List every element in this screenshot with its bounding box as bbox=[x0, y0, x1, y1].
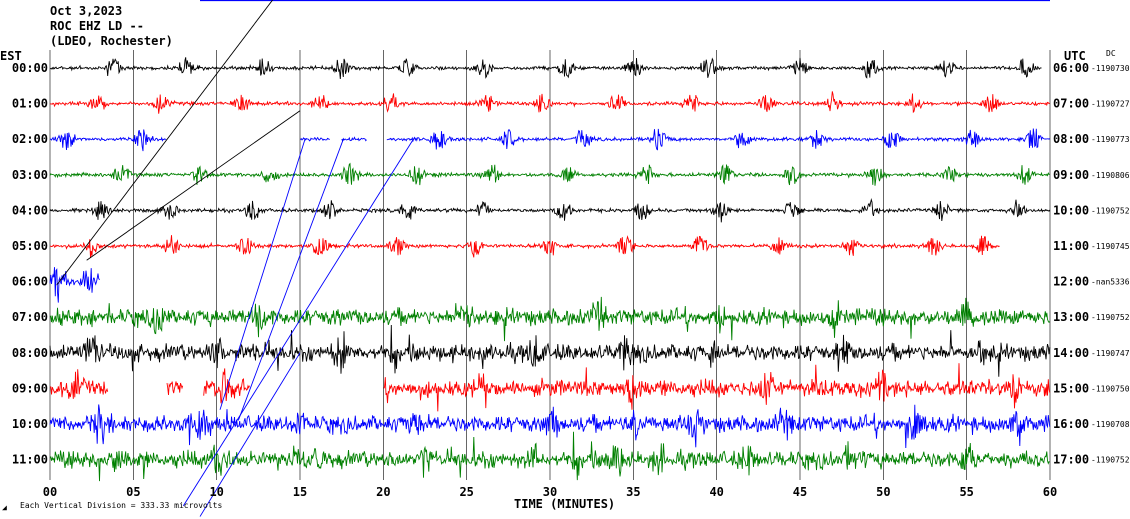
row-est-label: 01:00 bbox=[12, 97, 48, 111]
x-tick-label: 10 bbox=[209, 485, 223, 499]
row-est-label: 08:00 bbox=[12, 346, 48, 360]
x-tick-label: 20 bbox=[376, 485, 390, 499]
row-dc-offset: -1190730 bbox=[1091, 64, 1130, 73]
footer-mark: ◢ bbox=[2, 503, 7, 512]
row-utc-label: 12:00 bbox=[1053, 275, 1089, 289]
x-axis-ticks: 00 05 10 15 20 25 30 35 40 45 50 55 60 bbox=[43, 485, 1057, 499]
row-dc-offset: -1190773 bbox=[1091, 135, 1130, 144]
row-est-label: 07:00 bbox=[12, 310, 48, 324]
trace-row-0000 bbox=[49, 57, 1042, 80]
row-est-label: 04:00 bbox=[12, 203, 48, 217]
x-tick-label: 50 bbox=[876, 485, 890, 499]
trace-row-0200 bbox=[49, 128, 1051, 152]
row-est-label: 06:00 bbox=[12, 275, 48, 289]
x-tick-label: 55 bbox=[959, 485, 973, 499]
row-dc-offset: -1190708 bbox=[1091, 420, 1130, 429]
row-utc-label: 15:00 bbox=[1053, 381, 1089, 395]
trigger-line bbox=[182, 138, 414, 507]
row-est-label: 10:00 bbox=[12, 417, 48, 431]
row-utc-label: 13:00 bbox=[1053, 310, 1089, 324]
row-dc-offset: -1190750 bbox=[1091, 384, 1130, 393]
trace-row-0700 bbox=[49, 296, 1051, 342]
x-tick-label: 25 bbox=[459, 485, 473, 499]
trigger-line bbox=[237, 139, 344, 421]
row-dc-offset: -1190727 bbox=[1091, 100, 1130, 109]
row-est-label: 09:00 bbox=[12, 381, 48, 395]
trace-row-0400 bbox=[49, 197, 1051, 223]
row-dc-offset: -1190806 bbox=[1091, 171, 1130, 180]
header-date: Oct 3,2023 bbox=[50, 4, 122, 18]
header-station: ROC EHZ LD -- bbox=[50, 19, 144, 33]
row-est-label: 00:00 bbox=[12, 61, 48, 75]
footer-scale-note: Each Vertical Division = 333.33 microvol… bbox=[20, 501, 222, 510]
seismic-traces bbox=[49, 57, 1051, 482]
trigger-line bbox=[56, 0, 274, 286]
trigger-line bbox=[86, 110, 301, 261]
trigger-line bbox=[219, 139, 306, 410]
row-utc-label: 11:00 bbox=[1053, 239, 1089, 253]
row-dc-offset: -nan5336 bbox=[1091, 278, 1130, 287]
trace-row-0100 bbox=[49, 91, 1051, 114]
x-tick-label: 05 bbox=[126, 485, 140, 499]
row-utc-label: 17:00 bbox=[1053, 453, 1089, 467]
trace-row-0800 bbox=[49, 324, 1051, 377]
row-est-label: 02:00 bbox=[12, 132, 48, 146]
row-utc-label: 10:00 bbox=[1053, 203, 1089, 217]
x-axis-label: TIME (MINUTES) bbox=[514, 497, 615, 511]
row-utc-label: 16:00 bbox=[1053, 417, 1089, 431]
row-dc-offset: -1190752 bbox=[1091, 456, 1130, 465]
row-utc-label: 09:00 bbox=[1053, 168, 1089, 182]
trace-row-1000 bbox=[49, 404, 1051, 449]
right-timezone-label: UTC bbox=[1064, 49, 1086, 63]
trigger-lines bbox=[56, 0, 414, 517]
row-dc-offset: -1190752 bbox=[1091, 206, 1130, 215]
trigger-line bbox=[199, 352, 301, 517]
x-tick-label: 00 bbox=[43, 485, 57, 499]
row-dc-offset: -1190752 bbox=[1091, 313, 1130, 322]
x-tick-label: 35 bbox=[626, 485, 640, 499]
row-dc-offset: -1190747 bbox=[1091, 349, 1130, 358]
x-tick-label: 45 bbox=[793, 485, 807, 499]
trace-row-0500 bbox=[49, 235, 1000, 258]
row-utc-label: 14:00 bbox=[1053, 346, 1089, 360]
row-est-label: 03:00 bbox=[12, 168, 48, 182]
row-utc-label: 07:00 bbox=[1053, 97, 1089, 111]
trace-row-0300 bbox=[49, 162, 1050, 186]
minute-grid bbox=[49, 50, 1051, 480]
x-tick-label: 40 bbox=[709, 485, 723, 499]
header-network: (LDEO, Rochester) bbox=[50, 34, 173, 48]
row-dc-offset: -1190745 bbox=[1091, 242, 1130, 251]
trace-row-0600 bbox=[49, 267, 100, 303]
row-utc-label: 08:00 bbox=[1053, 132, 1089, 146]
dc-header-label: DC bbox=[1106, 49, 1116, 58]
row-utc-label: 06:00 bbox=[1053, 61, 1089, 75]
row-est-label: 05:00 bbox=[12, 239, 48, 253]
row-est-label: 11:00 bbox=[12, 453, 48, 467]
trace-row-0900 bbox=[49, 363, 1051, 412]
x-tick-label: 30 bbox=[543, 485, 557, 499]
left-timezone-label: EST bbox=[0, 49, 22, 63]
x-tick-label: 15 bbox=[293, 485, 307, 499]
x-tick-label: 60 bbox=[1043, 485, 1057, 499]
